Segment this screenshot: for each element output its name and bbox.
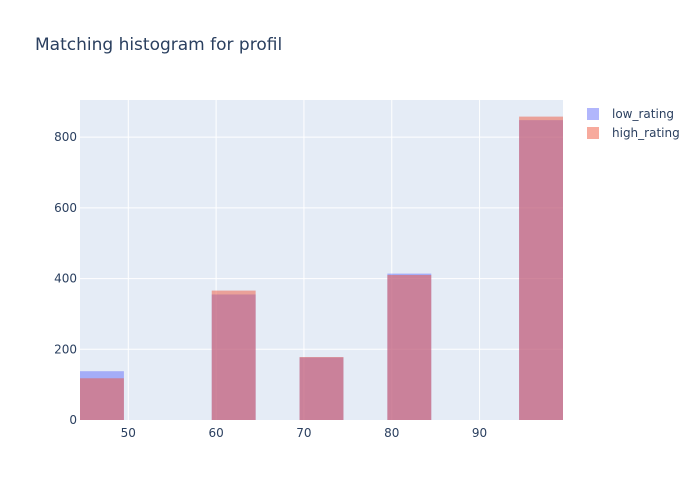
- x-tick-label: 80: [384, 426, 399, 440]
- histogram-bar-high_rating[interactable]: [299, 357, 344, 420]
- histogram-bar-high_rating[interactable]: [211, 290, 256, 420]
- y-tick-label: 400: [54, 272, 77, 286]
- bars: [80, 116, 563, 421]
- x-tick-label: 90: [472, 426, 487, 440]
- chart-title: Matching histogram for profil: [35, 35, 282, 55]
- histogram-bar-high_rating[interactable]: [387, 275, 432, 420]
- legend-swatch-low_rating[interactable]: [587, 108, 599, 120]
- legend-label-low_rating[interactable]: low_rating: [612, 107, 674, 121]
- histogram-bar-high_rating[interactable]: [80, 378, 124, 420]
- legend-label-high_rating[interactable]: high_rating: [612, 126, 680, 140]
- y-tick-label: 200: [54, 342, 77, 356]
- legend[interactable]: low_rating high_rating: [587, 107, 680, 140]
- x-tick-label: 50: [121, 426, 136, 440]
- x-tick-label: 70: [296, 426, 311, 440]
- legend-swatch-high_rating[interactable]: [587, 127, 599, 139]
- x-tick-label: 60: [208, 426, 223, 440]
- y-tick-label: 600: [54, 201, 77, 215]
- y-tick-label: 0: [69, 413, 77, 427]
- histogram-bar-high_rating[interactable]: [519, 116, 563, 421]
- y-tick-label: 800: [54, 130, 77, 144]
- y-axis-ticks: 0 200 400 600 800: [54, 130, 77, 427]
- x-axis-ticks: 50 60 70 80 90: [121, 426, 488, 440]
